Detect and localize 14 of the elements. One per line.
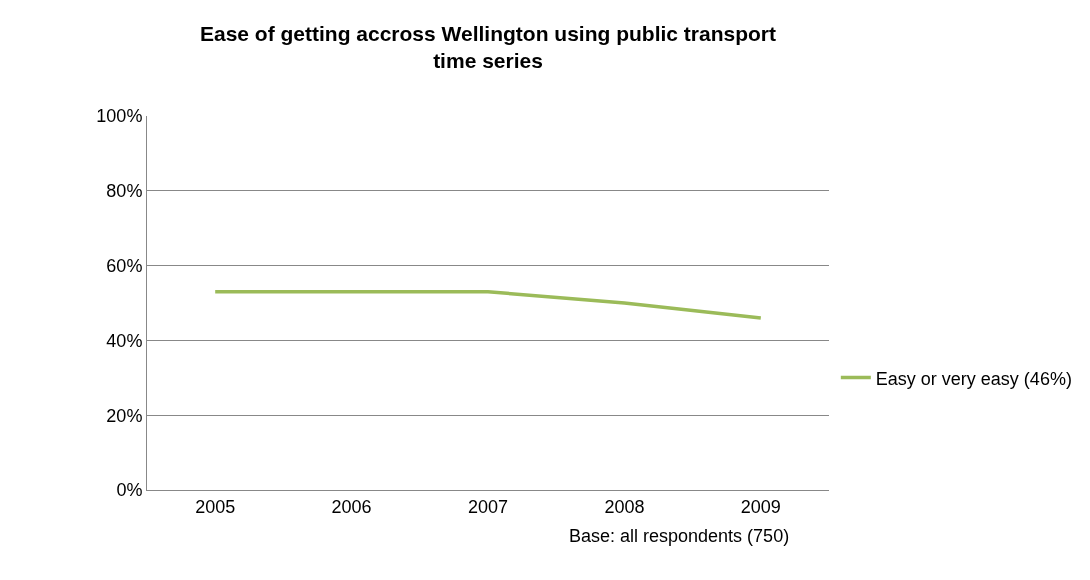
x-tick-label: 2005 bbox=[195, 496, 236, 517]
text: Base: all respondents (750) bbox=[569, 526, 790, 546]
y-tick-label: 0% bbox=[116, 480, 143, 501]
y-tick-label: 60% bbox=[106, 255, 143, 276]
chart-title: Ease of getting accross Wellington using public transport time series bbox=[199, 21, 777, 72]
x-tick-label: 2006 bbox=[331, 496, 372, 517]
legend-label: Easy or very easy (46%) bbox=[875, 368, 1072, 389]
x-tick-label: 2009 bbox=[740, 496, 781, 517]
y-tick-label: 40% bbox=[106, 330, 143, 351]
x-tick-label: 2007 bbox=[467, 496, 509, 517]
y-tick-label: 20% bbox=[106, 405, 143, 426]
y-tick-label: 80% bbox=[106, 181, 143, 202]
x-tick-label: 2008 bbox=[604, 496, 645, 517]
y-tick-label: 100% bbox=[96, 106, 143, 127]
